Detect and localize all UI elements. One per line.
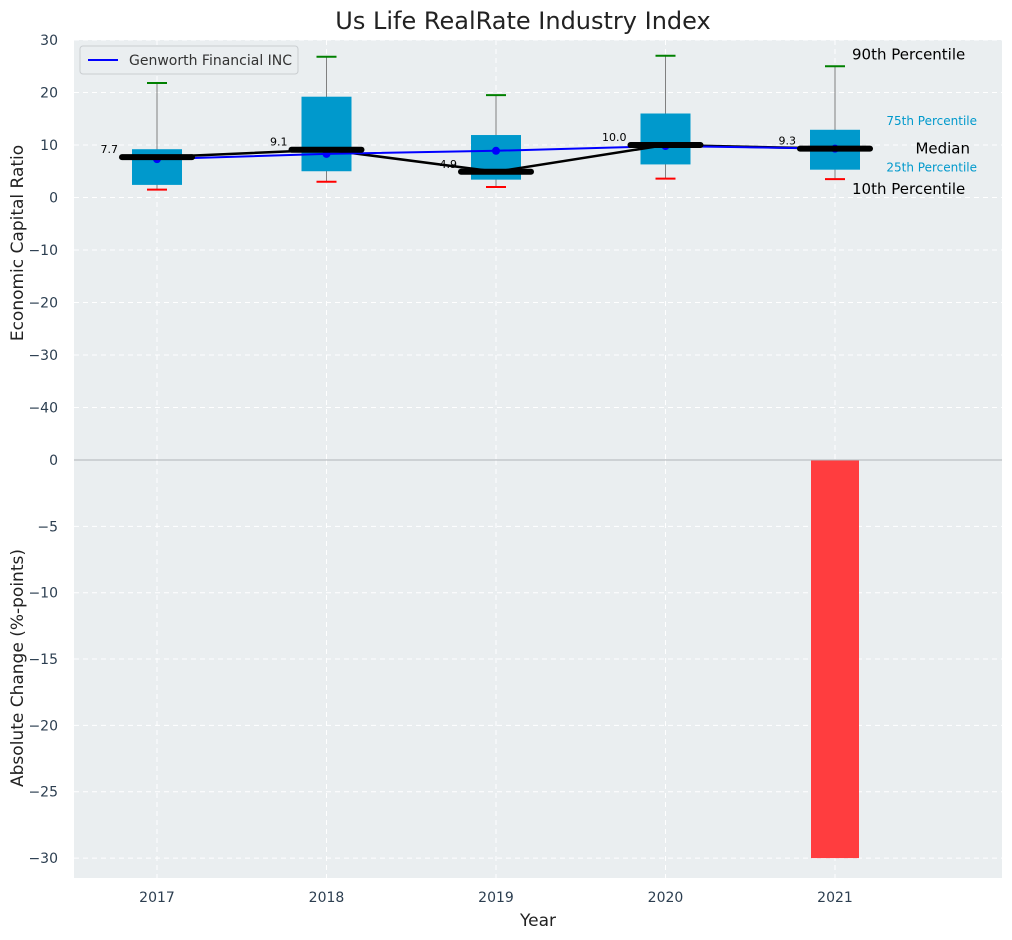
- guide-label-p90: 90th Percentile: [852, 45, 965, 63]
- legend: Genworth Financial INC: [79, 45, 299, 75]
- y-tick-label: 0: [49, 191, 58, 207]
- y-tick-label: −5: [37, 519, 58, 535]
- series-point-genworth: [492, 146, 500, 155]
- legend-box: [79, 45, 299, 75]
- x-tick-label: 2019: [478, 890, 514, 906]
- y-axis-label-bottom: Absolute Change (%-points): [8, 549, 28, 787]
- y-tick-label: −30: [28, 348, 58, 364]
- y-tick-label: −40: [28, 401, 58, 417]
- top-y-ticks: 30 20 10 0 −10 −20 −30 −40: [28, 33, 58, 417]
- y-tick-label: 0: [49, 453, 58, 469]
- y-tick-label: 10: [40, 138, 58, 154]
- median-value-label: 4.9: [440, 158, 458, 171]
- guide-label-p10: 10th Percentile: [852, 180, 965, 198]
- percentile-guide: 90th Percentile 75th Percentile Median 2…: [852, 45, 977, 198]
- median-value-label: 9.3: [779, 135, 797, 148]
- guide-label-p25: 25th Percentile: [886, 161, 977, 175]
- bottom-marks: [811, 460, 859, 859]
- y-tick-label: −10: [28, 586, 58, 602]
- median-value-label: 7.7: [101, 143, 119, 156]
- median-value-label: 10.0: [602, 131, 627, 144]
- iqr-box: [301, 96, 352, 172]
- change-bar: [811, 460, 859, 859]
- y-tick-label: −30: [28, 851, 58, 867]
- x-ticks: 2017 2018 2019 2020 2021: [139, 890, 853, 906]
- median-value-label: 9.1: [270, 136, 288, 149]
- y-tick-label: 30: [40, 33, 58, 49]
- top-marks: 7.7 9.1 4.9 10.0 9.3: [101, 54, 873, 191]
- y-axis-label-top: Economic Capital Ratio: [8, 145, 28, 341]
- chart-title: Us Life RealRate Industry Index: [335, 7, 710, 35]
- top-gridlines: [74, 39, 1002, 460]
- iqr-box: [640, 113, 691, 165]
- guide-label-p75: 75th Percentile: [886, 114, 977, 128]
- bottom-panel: 0 −5 −10 −15 −20 −25 −30: [28, 453, 1002, 878]
- x-tick-label: 2020: [648, 890, 684, 906]
- legend-label-genworth: Genworth Financial INC: [129, 53, 292, 69]
- top-panel: 30 20 10 0 −10 −20 −30 −40 7.7 9.1 4.9 10.0 9.3 90t…: [28, 33, 1002, 460]
- bottom-plot-area: [74, 460, 1002, 878]
- x-tick-label: 2021: [817, 890, 853, 906]
- y-tick-label: −10: [28, 243, 58, 259]
- x-tick-label: 2018: [309, 890, 345, 906]
- guide-label-median: Median: [915, 140, 970, 158]
- y-tick-label: 20: [40, 86, 58, 102]
- x-axis-label: Year: [519, 911, 556, 931]
- x-tick-label: 2017: [139, 890, 175, 906]
- y-tick-label: −25: [28, 785, 58, 801]
- bottom-y-ticks: 0 −5 −10 −15 −20 −25 −30: [28, 453, 58, 867]
- y-tick-label: −20: [28, 718, 58, 734]
- y-tick-label: −15: [28, 652, 58, 668]
- y-tick-label: −20: [28, 296, 58, 312]
- bottom-gridlines: [74, 459, 1002, 878]
